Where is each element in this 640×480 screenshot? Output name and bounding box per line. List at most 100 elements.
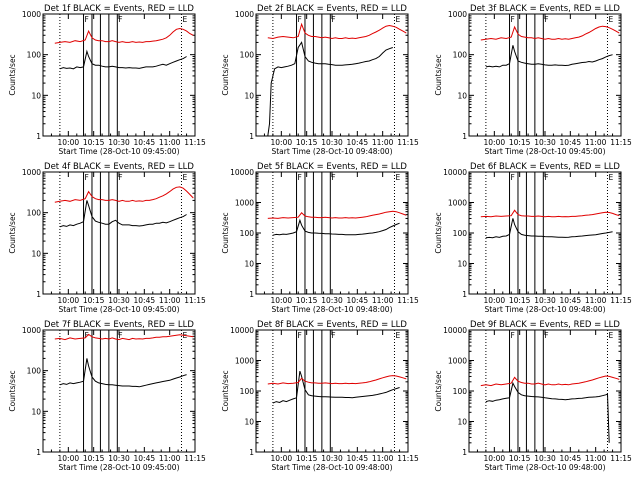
x-tick-label: 10:00 [58,296,80,305]
x-tick-label: 10:30 [108,454,130,463]
y-axis-label: Counts/sec [8,212,17,253]
x-tick-label: 10:45 [134,138,156,147]
series-events-line [272,370,400,404]
y-axis-label: Counts/sec [8,54,17,95]
chart-panel-2: Det 2f BLACK = Events, RED = LLD 1 10 100 10… [221,4,419,156]
series-lld-line [54,333,194,341]
y-tick-label: 10 [457,260,467,269]
plot-frame [42,329,196,453]
x-tick-label: 10:30 [534,138,556,147]
y-axis-label: Counts/sec [434,54,443,95]
y-tick-label: 1 [249,448,254,457]
y-tick-label: 1 [249,290,254,299]
x-tick-label: 10:45 [347,138,369,147]
time-marker-label: E [608,15,613,24]
series-lld-line [267,22,407,40]
plot-frame [468,171,622,295]
x-tick-label: 11:15 [397,296,419,305]
x-axis-label: Start Time (28-Oct-10 09:45:00) [58,305,179,314]
time-marker-label: F [544,331,548,340]
x-tick-label: 10:30 [321,138,343,147]
y-tick-label: 100 [240,387,255,396]
x-axis-label: Start Time (28-Oct-10 09:45:00) [58,147,179,156]
x-axis-label: Start Time (28-Oct-10 09:48:00) [271,305,392,314]
x-tick-label: 10:00 [58,454,80,463]
series-events-line [59,49,187,70]
plot-frame [468,329,622,453]
time-marker-label: E [395,331,400,340]
x-tick-label: 11:00 [159,138,181,147]
x-tick-label: 10:45 [134,454,156,463]
x-tick-label: 11:15 [184,296,206,305]
chart-title: Det 2f BLACK = Events, RED = LLD [257,4,407,14]
x-tick-label: 10:00 [484,296,506,305]
time-marker-label: F [298,331,302,340]
x-tick-label: 11:15 [184,454,206,463]
y-tick-label: 1000 [235,199,254,208]
chart-title: Det 3f BLACK = Events, RED = LLD [470,4,620,14]
time-marker-label: E [395,173,400,182]
x-tick-label: 11:00 [585,138,607,147]
plot-frame [255,13,409,137]
y-tick-label: 1 [462,290,467,299]
chart-panel-7: Det 7f BLACK = Events, RED = LLD 1 10 100 10… [8,320,206,472]
x-tick-label: 10:15 [83,138,105,147]
time-marker-label: F [511,15,515,24]
y-tick-label: 100 [240,229,255,238]
x-tick-label: 10:30 [534,296,556,305]
y-tick-label: 1 [462,448,467,457]
y-tick-label: 100 [240,51,255,60]
y-tick-label: 10 [244,260,254,269]
y-tick-label: 10000 [443,168,467,177]
chart-panel-6: Det 6f BLACK = Events, RED = LLD 1 10 100 10… [434,162,632,314]
y-tick-label: 1000 [22,326,41,335]
time-marker-label: F [331,331,335,340]
x-tick-label: 10:15 [83,454,105,463]
chart-panel-4: Det 4f BLACK = Events, RED = LLD 1 10 100 10… [8,162,206,314]
series-lld-line [54,186,194,203]
plot-frame [255,329,409,453]
x-tick-label: 10:30 [321,296,343,305]
chart-title: Det 7f BLACK = Events, RED = LLD [44,320,194,330]
time-marker-label: F [85,173,89,182]
x-tick-label: 10:15 [296,454,318,463]
y-tick-label: 1000 [235,357,254,366]
y-axis-label: Counts/sec [221,54,230,95]
time-marker-label: F [85,331,89,340]
y-tick-label: 100 [453,229,468,238]
time-marker-label: E [608,173,613,182]
chart-panel-8: Det 8f BLACK = Events, RED = LLD 1 10 100 10… [221,320,419,472]
chart-title: Det 1f BLACK = Events, RED = LLD [44,4,194,14]
y-tick-label: 1 [36,448,41,457]
x-tick-label: 11:15 [610,296,632,305]
chart-panel-3: Det 3f BLACK = Events, RED = LLD 1 10 100 10… [434,4,632,156]
x-tick-label: 10:00 [484,454,506,463]
y-axis-label: Counts/sec [434,370,443,411]
y-tick-label: 100 [453,387,468,396]
y-tick-label: 1000 [22,168,41,177]
chart-title: Det 9f BLACK = Events, RED = LLD [470,320,620,330]
series-events-line [485,45,613,68]
x-tick-label: 11:00 [372,296,394,305]
time-marker-label: E [395,15,400,24]
x-tick-label: 10:45 [560,138,582,147]
time-marker-label: F [298,15,302,24]
x-tick-label: 10:15 [296,138,318,147]
time-marker-label: F [85,15,89,24]
y-axis-label: Counts/sec [434,212,443,253]
y-tick-label: 1 [462,132,467,141]
series-events-line [267,41,393,137]
chart-panel-9: Det 9f BLACK = Events, RED = LLD 1 10 100 10… [434,320,632,472]
y-tick-label: 1 [249,132,254,141]
chart-title: Det 5f BLACK = Events, RED = LLD [257,162,407,172]
x-tick-label: 10:15 [509,296,531,305]
y-tick-label: 1000 [235,10,254,19]
series-lld-line [267,210,407,219]
x-axis-label: Start Time (28-Oct-10 09:45:00) [484,147,605,156]
x-tick-label: 10:15 [83,296,105,305]
series-events-line [272,218,400,236]
x-tick-label: 10:00 [271,138,293,147]
x-tick-label: 11:00 [585,454,607,463]
